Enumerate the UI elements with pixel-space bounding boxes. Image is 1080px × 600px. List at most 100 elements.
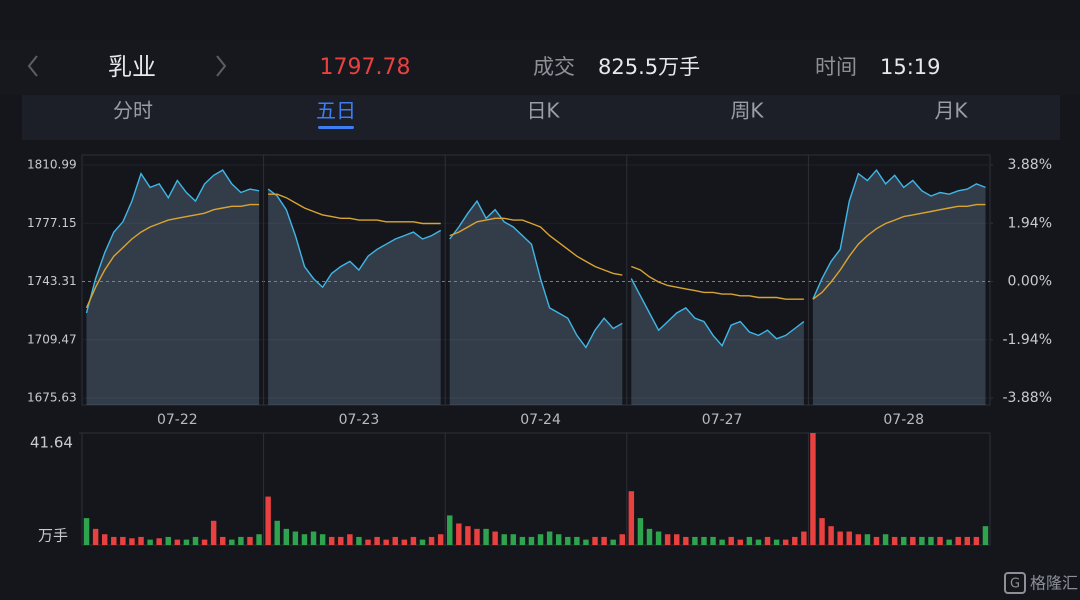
volume-bar <box>301 534 308 545</box>
volume-bar <box>873 536 880 545</box>
price-frame <box>81 154 991 406</box>
tab-bar <box>22 95 1060 140</box>
volume-bar <box>655 531 662 545</box>
price-area <box>449 201 623 405</box>
average-line <box>85 203 260 309</box>
volume-bar <box>338 536 344 545</box>
y2-tick-label: 1.94% <box>1008 215 1052 231</box>
volume-bar <box>101 534 108 545</box>
volume-bar <box>419 539 426 545</box>
y-tick-label: 1777.15 <box>27 216 77 230</box>
volume-label: 成交 <box>533 55 575 79</box>
volume-bar <box>483 528 489 545</box>
volume-bar <box>528 536 535 545</box>
volume-bar <box>674 534 680 545</box>
x-tick-label: 07-23 <box>339 412 380 428</box>
volume-bar <box>755 539 762 545</box>
volume-bar <box>901 536 907 545</box>
volume-bar <box>619 534 625 545</box>
x-tick-label: 07-24 <box>520 412 561 428</box>
volume: 825.5万手 <box>598 55 700 79</box>
volume-bar <box>846 531 852 545</box>
tab[interactable]: 周K <box>730 99 764 123</box>
y-tick-label: 1743.31 <box>27 274 77 288</box>
volume-bar <box>147 539 153 545</box>
volume-bar <box>773 539 780 545</box>
volume-bar <box>165 536 171 545</box>
volume-bar <box>92 528 99 545</box>
price-line <box>812 168 986 300</box>
x-tick-label: 07-27 <box>702 412 743 428</box>
y2-tick-label: -1.94% <box>1002 332 1052 348</box>
price-line <box>630 278 805 347</box>
average-line <box>449 217 623 276</box>
volume-bar <box>229 539 235 545</box>
volume-bar <box>392 536 398 545</box>
volume-bar <box>129 538 135 545</box>
volume-bar <box>238 536 244 545</box>
volume-bar <box>782 539 789 545</box>
volume-bar <box>810 433 816 545</box>
average-line <box>631 265 804 300</box>
volume-bar <box>492 531 498 545</box>
y2-tick-label: 3.88% <box>1008 157 1052 173</box>
price-line <box>85 169 260 314</box>
price-area <box>268 189 441 405</box>
volume-bar <box>855 534 862 545</box>
volume-bar <box>701 536 707 545</box>
volume-bar <box>183 539 190 545</box>
volume-bar <box>710 536 716 545</box>
volume-bar <box>374 536 380 545</box>
volume-bar <box>319 534 326 545</box>
tab[interactable]: 分时 <box>113 99 153 123</box>
volume-bar <box>474 528 480 545</box>
volume-bar <box>955 536 961 545</box>
watermark: 格隆汇 <box>1030 574 1078 593</box>
tab[interactable]: 日K <box>526 99 560 123</box>
volume-bar <box>683 536 689 545</box>
volume-bar <box>565 536 571 545</box>
volume-bar <box>864 534 871 545</box>
volume-bar <box>120 536 126 545</box>
volume-bar <box>628 491 635 545</box>
watermark-logo <box>1004 572 1026 594</box>
volume-bar <box>946 539 952 545</box>
tab[interactable]: 月K <box>934 99 968 123</box>
volume-bar <box>728 536 734 545</box>
price-area <box>812 170 986 405</box>
volume-bar <box>465 526 471 545</box>
tab[interactable]: 五日 <box>316 99 356 123</box>
volume-bar <box>156 538 162 545</box>
price: 1797.78 <box>320 55 411 80</box>
volume-bar <box>383 539 389 545</box>
volume-bar <box>719 539 725 545</box>
volume-bar <box>828 526 834 545</box>
volume-bar <box>274 520 280 545</box>
volume-bar <box>83 518 90 545</box>
volume-bar <box>356 536 362 545</box>
volume-bar <box>910 536 916 545</box>
x-tick-label: 07-28 <box>883 412 924 428</box>
time-label: 时间 <box>815 55 857 79</box>
volume-bar <box>610 539 616 545</box>
volume-bar <box>891 536 898 545</box>
price-line <box>449 199 623 349</box>
volume-bar <box>764 536 771 545</box>
y-tick-label: 1675.63 <box>27 391 77 405</box>
volume-bar <box>283 528 290 545</box>
volume-bar <box>328 536 335 545</box>
volume-bar <box>601 536 607 545</box>
y2-tick-label: 0.00% <box>1008 274 1052 290</box>
y-tick-label: 41.64 <box>30 434 73 452</box>
next-arrow[interactable] <box>216 55 227 77</box>
prev-arrow[interactable] <box>27 55 38 77</box>
price-area <box>86 170 260 405</box>
y-tick-label: 1709.47 <box>27 332 77 346</box>
volume-bar <box>664 534 671 545</box>
volume-bar <box>537 534 544 545</box>
header-bar <box>0 40 1080 95</box>
volume-bar <box>428 536 435 545</box>
y2-tick-label: -3.88% <box>1002 390 1052 406</box>
volume-bar <box>646 528 653 545</box>
